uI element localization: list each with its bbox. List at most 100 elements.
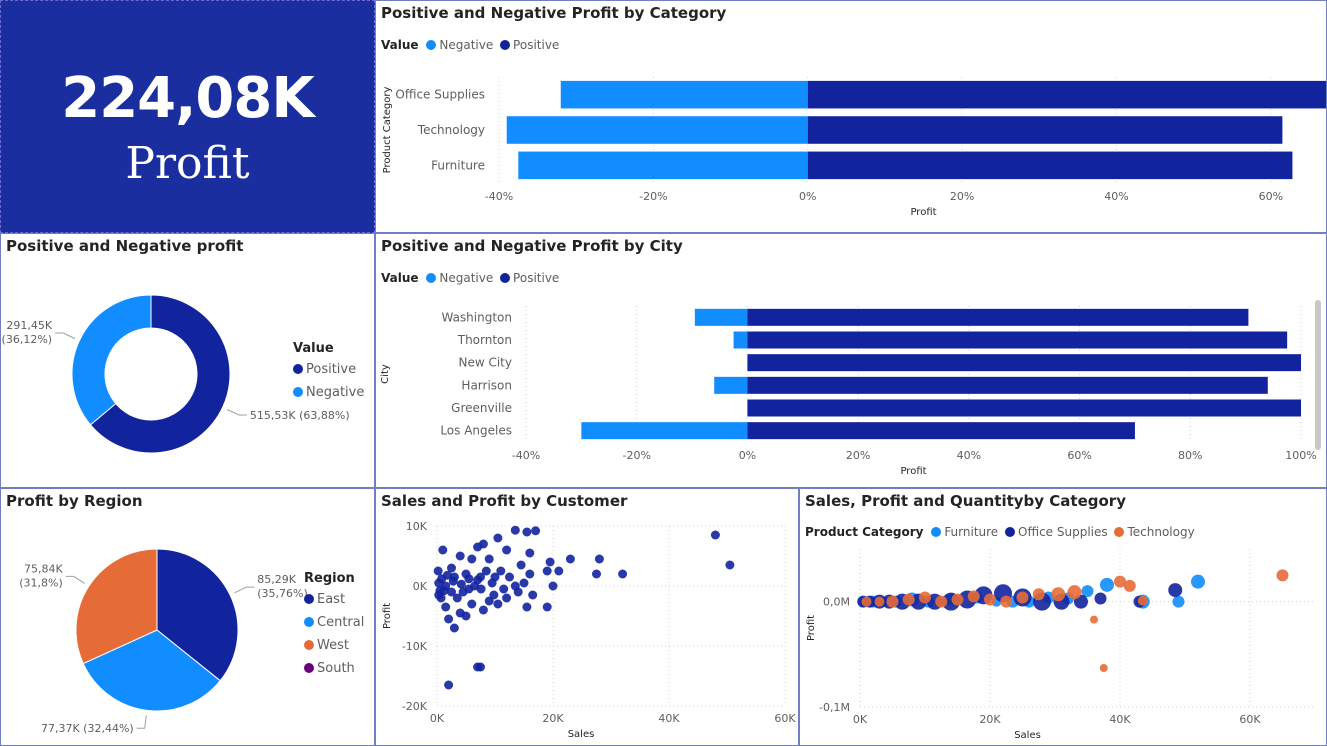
scatter-point — [455, 608, 465, 618]
profit-donut-panel[interactable]: Positive and Negative profit 515,53K (63… — [0, 233, 375, 488]
bubble-technology — [919, 591, 931, 604]
x-tick-label: 60K — [1239, 713, 1261, 726]
scatter-point — [542, 602, 552, 612]
legend-label: West — [317, 638, 349, 653]
scatter-point — [439, 586, 449, 596]
legend-positive[interactable]: Positive — [513, 38, 560, 52]
y-tick-label: Greenville — [451, 401, 512, 415]
legend-negative-dot — [426, 273, 437, 283]
bubble-furniture — [1191, 574, 1205, 589]
legend-south-dot — [304, 663, 314, 673]
x-tick-label: 20K — [542, 712, 564, 725]
y-axis-title: Product Category — [382, 87, 393, 174]
sales-profit-quantity-panel[interactable]: Sales, Profit and Quantityby Category Pr… — [799, 488, 1327, 746]
legend-negative[interactable]: Negative — [439, 271, 494, 285]
legend-positive-dot — [500, 273, 511, 283]
bubble-technology — [1099, 664, 1108, 673]
legend-technology[interactable]: Technology — [1127, 525, 1195, 539]
scatter-point — [456, 579, 466, 589]
y-tick-label: -20K — [402, 700, 428, 713]
bar-positive — [747, 376, 1268, 394]
scatter-point — [513, 587, 523, 597]
legend-negative[interactable]: Negative — [293, 385, 364, 400]
y-tick-label: Thornton — [457, 333, 512, 347]
bubble-technology — [1090, 615, 1098, 624]
legend-west[interactable]: West — [304, 638, 364, 653]
legend-technology-dot — [1114, 527, 1125, 537]
scatter-point — [449, 623, 459, 633]
chart-title: Positive and Negative profit — [6, 237, 244, 255]
profit-by-city-panel[interactable]: Positive and Negative Profit by City Val… — [375, 233, 1327, 488]
kpi-value: 224,08K — [61, 66, 315, 131]
legend-east[interactable]: East — [304, 592, 364, 607]
x-tick-label: 20% — [950, 190, 974, 203]
legend-south[interactable]: South — [304, 661, 364, 676]
legend-negative[interactable]: Negative — [439, 38, 494, 52]
scatter-point — [447, 587, 456, 597]
scatter-point — [618, 569, 628, 579]
legend-central[interactable]: Central — [304, 615, 364, 630]
scatter-point — [433, 566, 443, 576]
legend-positive[interactable]: Positive — [293, 362, 364, 377]
legend-title: Product Category — [805, 525, 924, 539]
scatter-point — [710, 530, 720, 540]
scatter-point — [473, 575, 483, 585]
x-tick-label: 60% — [1067, 449, 1091, 462]
bubble-technology — [1114, 575, 1126, 588]
scatter-point — [519, 578, 529, 588]
scatter-point — [467, 599, 477, 609]
profit-by-region-panel[interactable]: Profit by Region 85,29K (35,76%) 77,37K (3… — [0, 488, 375, 746]
scatter-point — [476, 584, 486, 594]
bubble-technology — [967, 590, 980, 603]
profit-by-category-panel[interactable]: Positive and Negative Profit by Category… — [375, 0, 1327, 233]
leader-line — [234, 586, 255, 594]
bubble-technology — [1276, 569, 1289, 582]
chart-title: Sales and Profit by Customer — [381, 492, 628, 510]
vertical-scrollbar[interactable] — [1315, 300, 1321, 450]
bar-negative — [581, 422, 748, 440]
bubble-technology — [1000, 595, 1013, 608]
bar-positive — [807, 80, 1326, 109]
scatter-point — [441, 602, 451, 612]
x-tick-label: 40K — [1109, 713, 1131, 726]
bubble-technology — [951, 593, 964, 606]
bubble-furniture — [1081, 585, 1094, 598]
x-tick-label: 100% — [1285, 449, 1316, 462]
bar-positive — [747, 422, 1135, 440]
y-tick-label: New City — [458, 356, 512, 370]
scatter-point — [484, 554, 494, 564]
x-tick-label: 20K — [979, 713, 1001, 726]
scatter-point — [464, 574, 474, 584]
scatter-point — [594, 554, 604, 564]
scatter-point — [522, 602, 532, 612]
scatter-point — [444, 614, 454, 624]
chart-legend: Value Negative Positive — [381, 38, 562, 52]
legend-furniture[interactable]: Furniture — [944, 525, 999, 539]
data-label: (36,12%) — [2, 333, 53, 346]
legend-office-supplies[interactable]: Office Supplies — [1018, 525, 1108, 539]
legend-title: Region — [304, 571, 355, 586]
bubble-office-supplies — [1094, 592, 1107, 605]
kpi-card[interactable]: 224,08K Profit — [0, 0, 375, 233]
profit-donut-chart: 515,53K (63,88%) 291,45K(36,12%) — [2, 294, 350, 454]
legend-label: South — [317, 661, 355, 676]
bar-negative — [733, 331, 748, 349]
sales-profit-customer-panel[interactable]: Sales and Profit by Customer 0K 20K 40K 60K… — [375, 488, 799, 746]
bar-negative — [506, 116, 808, 144]
y-axis-title: Profit — [382, 603, 393, 629]
scatter-point — [481, 566, 491, 576]
scatter-point — [493, 599, 503, 609]
sales-profit-quantity-chart: 0K 20K 40K 60K 0,0M -0,1M Sales Profit — [806, 549, 1315, 741]
scatter-point — [447, 563, 456, 573]
legend-positive-dot — [500, 40, 511, 50]
bubble-furniture — [1172, 595, 1185, 608]
scatter-point — [476, 662, 485, 672]
scatter-point — [452, 593, 462, 603]
legend-title: Value — [381, 38, 419, 52]
scatter-point — [545, 557, 555, 567]
leader-line — [65, 575, 85, 584]
scatter-point — [499, 584, 509, 594]
legend-positive[interactable]: Positive — [513, 271, 560, 285]
y-tick-label: Harrison — [461, 378, 512, 392]
x-tick-label: 0% — [739, 449, 756, 462]
